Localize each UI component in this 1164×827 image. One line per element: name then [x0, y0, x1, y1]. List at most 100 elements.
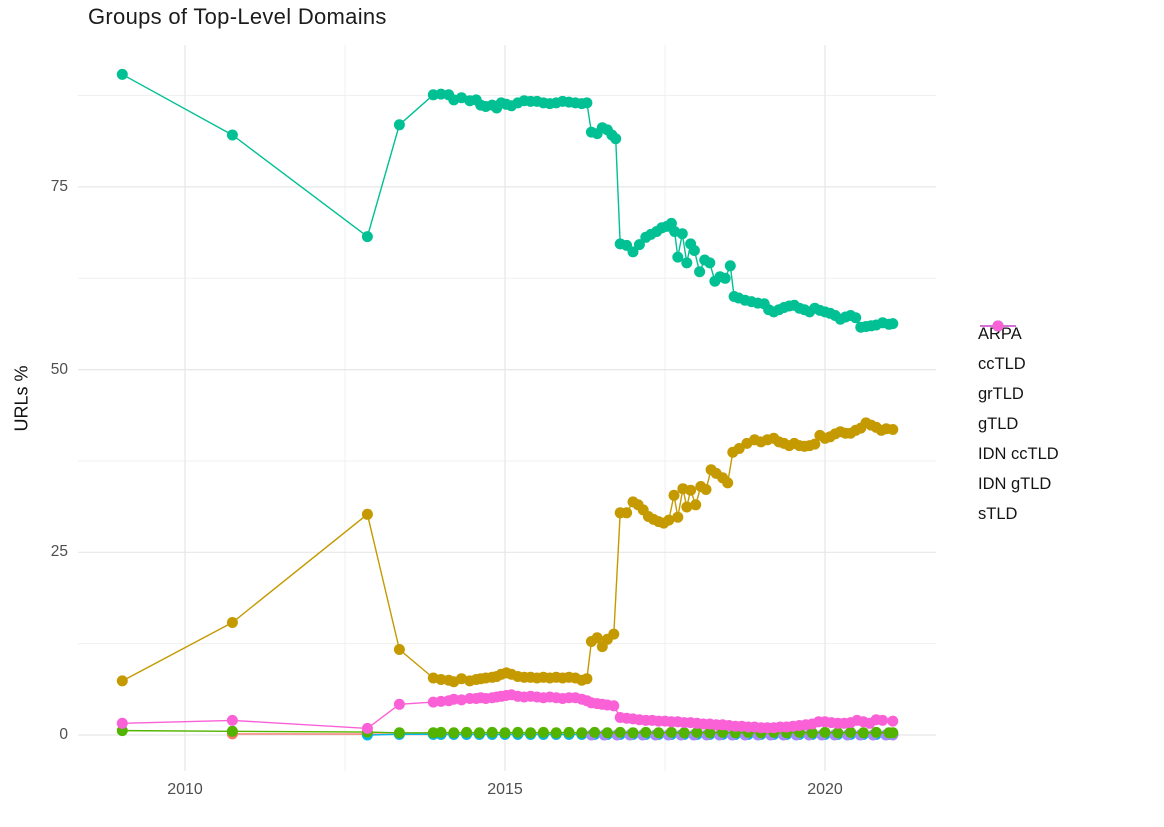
- data-point: [361, 231, 373, 243]
- legend-label: IDN gTLD: [978, 474, 1052, 493]
- data-point: [694, 266, 706, 278]
- data-point: [614, 726, 626, 738]
- data-point: [393, 698, 405, 710]
- legend-item: ccTLD: [978, 320, 1059, 379]
- legend-label: sTLD: [978, 504, 1018, 523]
- data-point: [456, 694, 467, 706]
- data-point: [226, 725, 238, 737]
- data-point: [361, 722, 373, 734]
- data-point: [581, 673, 593, 685]
- data-point: [870, 726, 882, 738]
- legend-item: gTLD: [978, 320, 1059, 439]
- data-point: [608, 700, 620, 712]
- data-point: [704, 727, 716, 739]
- legend: ARPA ccTLD grTLD gTLD IDN ccTLD IDN gTLD sTLD: [978, 319, 1059, 529]
- series-gtld-line: [121, 73, 893, 328]
- legend-label: ccTLD: [978, 354, 1026, 373]
- legend-label: ARPA: [978, 324, 1022, 343]
- data-point: [690, 499, 702, 511]
- data-point: [456, 673, 467, 685]
- data-point: [116, 675, 128, 687]
- data-point: [845, 726, 857, 738]
- data-point: [663, 514, 675, 526]
- data-point: [717, 726, 729, 738]
- data-point: [621, 507, 633, 519]
- x-tick-label: 2020: [807, 781, 843, 798]
- data-point: [537, 726, 549, 738]
- legend-item: grTLD: [978, 320, 1059, 409]
- data-point: [525, 727, 537, 739]
- data-point: [563, 726, 575, 738]
- y-tick-label: 0: [59, 726, 68, 743]
- legend-item: IDN ccTLD: [978, 320, 1059, 469]
- y-tick-label: 25: [50, 543, 68, 561]
- data-point: [819, 726, 831, 738]
- data-point: [393, 644, 405, 655]
- data-point: [393, 119, 405, 131]
- legend-item: sTLD: [978, 320, 1059, 529]
- legend-item: IDN gTLD: [978, 320, 1059, 499]
- data-point: [724, 260, 736, 272]
- data-point: [461, 726, 473, 738]
- data-point: [681, 257, 693, 269]
- data-point: [226, 617, 238, 628]
- data-point: [589, 726, 601, 738]
- legend-label: gTLD: [978, 414, 1019, 433]
- data-point: [704, 257, 716, 269]
- data-point: [116, 717, 128, 729]
- data-point: [550, 727, 562, 739]
- data-point: [672, 511, 684, 523]
- data-point: [633, 239, 645, 251]
- data-point: [435, 726, 447, 738]
- data-point: [665, 726, 677, 738]
- y-tick-label: 75: [50, 177, 68, 195]
- data-point: [806, 727, 818, 739]
- data-point: [627, 727, 639, 739]
- data-point: [887, 318, 899, 330]
- data-point: [700, 484, 712, 495]
- data-point: [719, 272, 731, 284]
- data-point: [116, 68, 128, 80]
- data-point: [681, 501, 693, 513]
- data-point: [887, 715, 899, 727]
- data-point: [361, 508, 373, 520]
- data-point: [668, 489, 680, 501]
- data-point: [226, 129, 238, 141]
- data-point: [581, 97, 593, 109]
- data-point: [850, 312, 862, 324]
- x-tick-label: 2010: [167, 781, 203, 798]
- data-point: [576, 727, 588, 739]
- series-cctld: [116, 417, 899, 688]
- data-point: [857, 727, 869, 739]
- data-point: [685, 484, 697, 496]
- data-point: [473, 727, 485, 739]
- legend-label: IDN ccTLD: [978, 444, 1059, 463]
- data-point: [601, 727, 613, 739]
- data-point: [809, 438, 821, 450]
- data-point: [486, 726, 498, 738]
- data-point: [887, 424, 899, 435]
- data-point: [448, 727, 460, 739]
- data-point: [676, 228, 688, 240]
- y-tick-label: 50: [50, 360, 68, 378]
- data-point: [393, 727, 405, 739]
- data-point: [627, 246, 639, 258]
- data-point: [653, 727, 665, 739]
- data-point: [688, 245, 700, 256]
- data-point: [640, 726, 652, 738]
- series-gtld: [116, 68, 899, 333]
- data-point: [722, 477, 734, 489]
- data-point: [678, 727, 690, 739]
- data-point: [877, 714, 889, 726]
- chart-title: Groups of Top-Level Domains: [88, 4, 387, 29]
- data-point: [499, 727, 511, 739]
- data-point: [887, 727, 899, 739]
- legend-label: grTLD: [978, 384, 1024, 403]
- x-tick-label: 2015: [487, 781, 523, 798]
- data-point: [608, 628, 620, 640]
- data-point: [610, 133, 622, 145]
- series-stld: [116, 689, 899, 734]
- data-point: [226, 714, 238, 726]
